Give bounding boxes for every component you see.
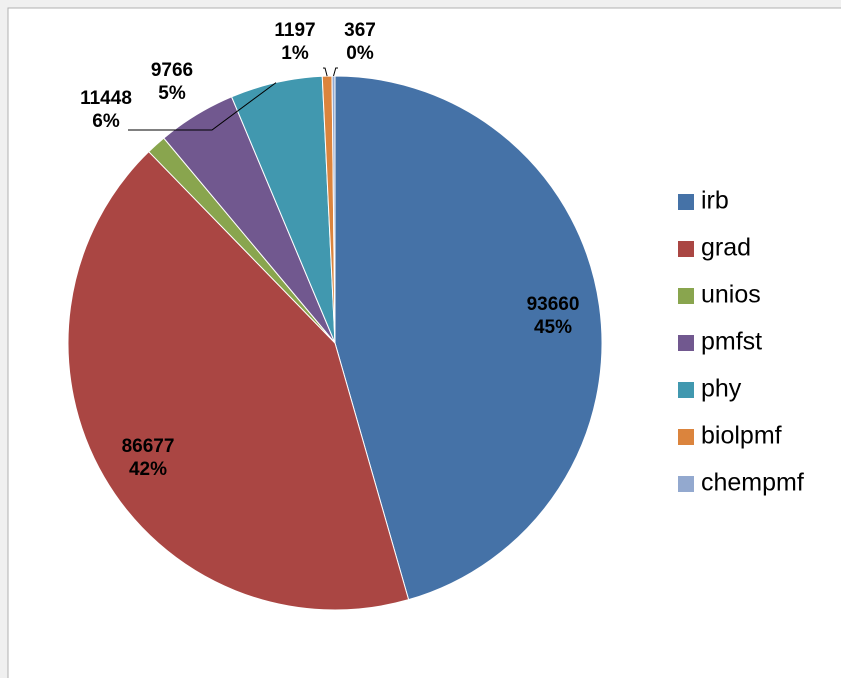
legend-label: grad <box>701 234 751 262</box>
data-label-percent: 5% <box>158 83 186 104</box>
data-label-percent: 6% <box>92 111 120 132</box>
legend-label: phy <box>701 375 742 403</box>
legend-swatch <box>678 382 694 398</box>
data-label-percent: 0% <box>346 43 374 64</box>
legend-swatch <box>678 194 694 210</box>
legend-label: unios <box>701 281 761 309</box>
legend-swatch <box>678 288 694 304</box>
legend-swatch <box>678 335 694 351</box>
pie-slice <box>334 75 603 601</box>
legend-swatch <box>678 241 694 257</box>
data-label-value: 11448 <box>80 88 132 109</box>
data-label-value: 367 <box>344 20 376 41</box>
leader-line <box>322 67 328 77</box>
pie-slice <box>67 150 410 611</box>
leader-line <box>333 67 339 77</box>
data-label-value: 93660 <box>527 294 580 315</box>
legend-label: pmfst <box>701 328 762 356</box>
leader-line <box>128 82 277 131</box>
legend-swatch <box>678 429 694 445</box>
data-label-value: 1197 <box>274 20 315 41</box>
data-label-value: 86677 <box>122 436 175 457</box>
legend-swatch <box>678 476 694 492</box>
data-label-percent: 42% <box>129 459 167 480</box>
legend-label: chempmf <box>701 469 804 497</box>
legend-label: irb <box>701 187 729 215</box>
data-label-value: 9766 <box>151 60 193 81</box>
data-label-percent: 45% <box>534 317 572 338</box>
data-label-percent: 1% <box>281 43 309 64</box>
legend-label: biolpmf <box>701 422 782 450</box>
pie-slice <box>331 75 336 344</box>
